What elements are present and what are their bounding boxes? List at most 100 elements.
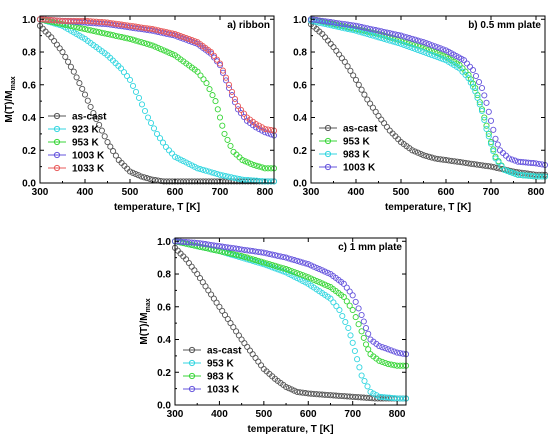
x-tick-label: 800 xyxy=(389,409,406,420)
data-point xyxy=(414,149,421,156)
data-point xyxy=(98,29,105,36)
data-point xyxy=(365,346,372,353)
x-axis-title: temperature, T [K] xyxy=(385,202,471,213)
data-point xyxy=(252,248,259,255)
data-point xyxy=(205,168,212,175)
legend-marker xyxy=(188,359,196,367)
data-point xyxy=(437,45,444,52)
x-axis-title: temperature, T [K] xyxy=(247,424,333,435)
data-point xyxy=(474,94,481,101)
data-point xyxy=(483,122,490,129)
data-point xyxy=(346,302,353,309)
data-point xyxy=(338,20,345,27)
data-point xyxy=(107,143,114,150)
data-point xyxy=(459,159,466,166)
data-point xyxy=(321,268,328,275)
data-point xyxy=(221,311,229,319)
data-point xyxy=(369,104,376,111)
data-point xyxy=(478,107,486,115)
data-point xyxy=(492,135,499,142)
data-point xyxy=(375,34,382,41)
data-point xyxy=(244,343,251,350)
data-point xyxy=(463,60,471,67)
data-point xyxy=(65,22,72,29)
data-point xyxy=(310,276,317,283)
data-point xyxy=(349,292,356,299)
series-1033-k xyxy=(171,238,410,358)
data-point xyxy=(336,51,343,58)
data-point xyxy=(347,21,354,29)
data-point xyxy=(417,150,424,157)
data-point xyxy=(378,35,385,42)
data-point xyxy=(355,81,362,88)
data-point xyxy=(269,251,276,258)
data-point xyxy=(143,25,150,32)
data-point xyxy=(277,253,284,260)
data-point xyxy=(406,43,413,50)
data-point xyxy=(228,88,236,95)
data-point xyxy=(185,259,192,267)
data-point xyxy=(157,27,164,34)
data-point xyxy=(288,256,295,263)
x-tick-label: 300 xyxy=(167,409,184,420)
plot-frame xyxy=(174,237,407,406)
data-point xyxy=(388,347,395,354)
data-point xyxy=(135,24,142,31)
y-tick-label: 1.0 xyxy=(293,15,307,26)
data-point xyxy=(211,170,218,177)
data-point xyxy=(191,38,198,45)
data-point xyxy=(472,72,480,80)
data-point xyxy=(253,162,260,169)
data-point xyxy=(394,349,401,356)
data-point xyxy=(266,250,273,258)
data-point xyxy=(96,121,103,128)
x-tick-label: 600 xyxy=(438,187,455,198)
data-point xyxy=(250,161,257,169)
data-point xyxy=(87,18,94,25)
x-tick-label: 700 xyxy=(344,409,361,420)
legend-marker xyxy=(53,112,61,120)
data-point xyxy=(485,130,492,137)
data-point xyxy=(146,25,153,32)
data-point xyxy=(327,40,334,47)
data-point xyxy=(397,32,405,39)
data-point xyxy=(252,257,259,264)
data-point xyxy=(475,78,483,86)
panel-label: a) ribbon xyxy=(227,20,270,31)
data-point xyxy=(333,303,340,310)
y-tick-label: 0.4 xyxy=(157,335,171,346)
data-point xyxy=(378,28,385,35)
data-point xyxy=(191,239,198,246)
data-point xyxy=(358,311,365,319)
y-tick-label: 1.0 xyxy=(22,15,36,26)
data-point xyxy=(383,36,390,43)
data-point xyxy=(166,49,173,56)
series-1003-k xyxy=(307,16,549,169)
chart-panel-c: 300 400 500 600 700 800 0.0 0.2 0.4 0.6 0.8 1.0 temp… xyxy=(139,237,410,435)
data-point xyxy=(285,267,292,274)
data-point xyxy=(238,246,245,253)
data-point xyxy=(214,106,221,113)
x-tick-label: 400 xyxy=(77,187,94,198)
data-point xyxy=(65,58,72,65)
data-point xyxy=(324,282,331,289)
data-point xyxy=(506,168,513,175)
data-point xyxy=(169,30,176,37)
data-point xyxy=(115,33,122,40)
x-tick-label: 700 xyxy=(212,187,229,198)
data-point xyxy=(339,312,346,320)
data-point xyxy=(70,68,77,75)
data-point xyxy=(283,266,290,273)
data-point xyxy=(252,354,259,361)
data-point xyxy=(535,160,543,167)
data-point xyxy=(358,86,365,93)
data-point xyxy=(342,318,349,326)
data-point xyxy=(291,387,298,394)
data-point xyxy=(333,47,340,54)
data-point xyxy=(225,173,232,180)
data-point xyxy=(160,28,167,35)
data-point xyxy=(196,275,204,282)
y-tick-label: 0.0 xyxy=(22,179,36,190)
data-point xyxy=(350,22,357,29)
